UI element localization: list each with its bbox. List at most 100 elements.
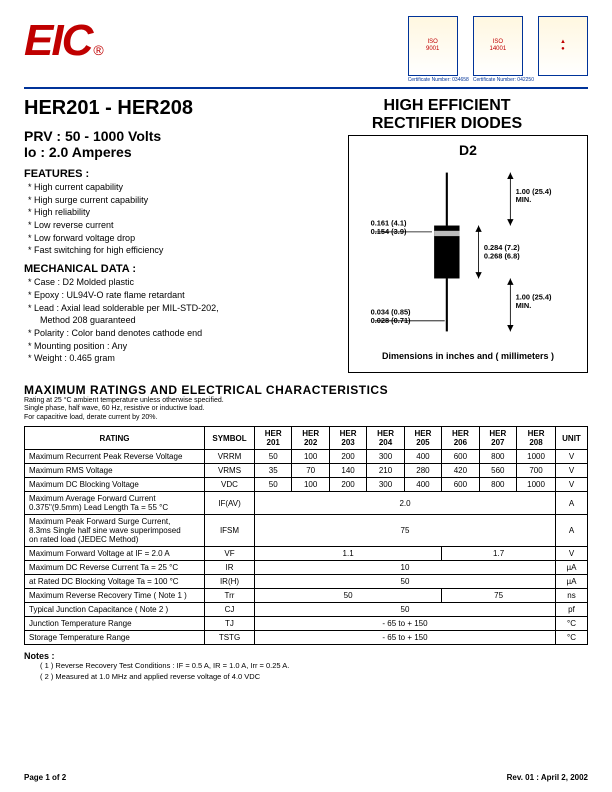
table-row: at Rated DC Blocking Voltage Ta = 100 °C… <box>25 575 588 589</box>
badge-text: ISO 14001 <box>490 39 507 52</box>
cell-value-span: 10 <box>255 561 556 575</box>
footnote-line: ( 2 ) Measured at 1.0 MHz and applied re… <box>24 672 588 683</box>
max-ratings-notes: Rating at 25 °C ambient temperature unle… <box>24 397 588 422</box>
cell-value-split: 1.7 <box>442 547 556 561</box>
cell-value: 100 <box>292 478 329 492</box>
feature-item: High surge current capability <box>28 195 306 207</box>
features-label: FEATURES : <box>24 168 306 180</box>
cell-value: 800 <box>479 450 516 464</box>
table-row: Junction Temperature RangeTJ- 65 to + 15… <box>25 617 588 631</box>
col-part: HER 207 <box>479 427 516 450</box>
cell-value: 100 <box>292 450 329 464</box>
cell-value: 200 <box>329 478 366 492</box>
cell-symbol: IR(H) <box>205 575 255 589</box>
cell-symbol: Trr <box>205 589 255 603</box>
cell-symbol: VRMS <box>205 464 255 478</box>
cell-value: 800 <box>479 478 516 492</box>
cell-value: 200 <box>329 450 366 464</box>
diode-outline-svg: 1.00 (25.4)MIN. 0.284 (7.2)0.268 (6.8) 1… <box>355 162 581 342</box>
cert-badge: ▲ ● <box>538 16 588 83</box>
badge-text: ISO 9001 <box>426 39 439 52</box>
cell-symbol: IFSM <box>205 515 255 547</box>
feature-item: Low reverse current <box>28 220 306 232</box>
badge-caption: Certificate Number: 042250 <box>473 77 534 83</box>
feature-item: Fast switching for high efficiency <box>28 245 306 257</box>
dim-body-dia: 0.161 (4.1)0.154 (3.9) <box>371 219 407 236</box>
cert-badge: ISO 14001 Certificate Number: 042250 <box>473 16 534 83</box>
page-number: Page 1 of 2 <box>24 773 66 782</box>
cell-symbol: IR <box>205 561 255 575</box>
cell-value: 420 <box>442 464 479 478</box>
col-unit: UNIT <box>556 427 588 450</box>
cell-value: 400 <box>404 450 441 464</box>
badge-box: ISO 9001 <box>408 16 458 76</box>
cell-rating: Maximum Reverse Recovery Time ( Note 1 ) <box>25 589 205 603</box>
diagram-caption: Dimensions in inches and ( millimeters ) <box>355 351 581 361</box>
cell-value: 50 <box>255 478 292 492</box>
cell-unit: µA <box>556 561 588 575</box>
table-row: Typical Junction Capacitance ( Note 2 )C… <box>25 603 588 617</box>
title-right: HIGH EFFICIENT RECTIFIER DIODES D2 1.00 … <box>306 97 588 373</box>
dim-lead-bot: 1.00 (25.4)MIN. <box>516 293 552 310</box>
cell-unit: µA <box>556 575 588 589</box>
table-row: Maximum DC Reverse Current Ta = 25 °CIR1… <box>25 561 588 575</box>
package-diagram: D2 1.00 (25.4)MIN. 0.284 (7.2)0.2 <box>348 135 588 373</box>
col-part: HER 202 <box>292 427 329 450</box>
cell-rating: Typical Junction Capacitance ( Note 2 ) <box>25 603 205 617</box>
col-symbol: SYMBOL <box>205 427 255 450</box>
logo-text: EIC <box>24 16 91 66</box>
feature-item: High reliability <box>28 207 306 219</box>
prv-spec: PRV : 50 - 1000 Volts <box>24 128 306 144</box>
cell-unit: A <box>556 492 588 515</box>
table-row: Maximum Average Forward Current 0.375"(9… <box>25 492 588 515</box>
cell-unit: °C <box>556 617 588 631</box>
cell-rating: Maximum Recurrent Peak Reverse Voltage <box>25 450 205 464</box>
diagram-title: D2 <box>355 142 581 158</box>
cell-rating: Maximum Peak Forward Surge Current, 8.3m… <box>25 515 205 547</box>
footnote-line: ( 1 ) Reverse Recovery Test Conditions :… <box>24 661 588 672</box>
mechanical-item: Case : D2 Molded plastic <box>28 277 306 289</box>
revision-date: Rev. 01 : April 2, 2002 <box>507 773 588 782</box>
io-spec: Io : 2.0 Amperes <box>24 144 306 160</box>
cell-unit: A <box>556 515 588 547</box>
table-row: Maximum RMS VoltageVRMS35701402102804205… <box>25 464 588 478</box>
cell-unit: pf <box>556 603 588 617</box>
badge-box: ISO 14001 <box>473 16 523 76</box>
cell-value-span: 75 <box>255 515 556 547</box>
cell-rating: Maximum Average Forward Current 0.375"(9… <box>25 492 205 515</box>
max-note-line: For capacitive load, derate current by 2… <box>24 414 588 422</box>
cell-value-split: 50 <box>255 589 442 603</box>
cell-value: 700 <box>517 464 556 478</box>
table-row: Maximum Reverse Recovery Time ( Note 1 )… <box>25 589 588 603</box>
cell-value: 600 <box>442 450 479 464</box>
cell-unit: V <box>556 450 588 464</box>
cell-value: 600 <box>442 478 479 492</box>
cell-symbol: CJ <box>205 603 255 617</box>
cell-value: 50 <box>255 450 292 464</box>
mechanical-item: Weight : 0.465 gram <box>28 353 306 365</box>
col-part: HER 205 <box>404 427 441 450</box>
cell-value: 70 <box>292 464 329 478</box>
cell-value: 280 <box>404 464 441 478</box>
badge-text: ▲ ● <box>560 39 566 52</box>
cell-unit: V <box>556 464 588 478</box>
max-note-line: Rating at 25 °C ambient temperature unle… <box>24 397 588 405</box>
col-part: HER 208 <box>517 427 556 450</box>
table-row: Maximum Recurrent Peak Reverse VoltageVR… <box>25 450 588 464</box>
table-row: Maximum DC Blocking VoltageVDC5010020030… <box>25 478 588 492</box>
cell-unit: V <box>556 478 588 492</box>
footer: Page 1 of 2 Rev. 01 : April 2, 2002 <box>24 773 588 782</box>
mechanical-item: Lead : Axial lead solderable per MIL-STD… <box>28 303 306 315</box>
cell-value: 1000 <box>517 450 556 464</box>
cell-value-span: - 65 to + 150 <box>255 631 556 645</box>
cell-value: 560 <box>479 464 516 478</box>
cell-rating: Junction Temperature Range <box>25 617 205 631</box>
cell-symbol: VRRM <box>205 450 255 464</box>
part-range: HER201 - HER208 <box>24 97 306 120</box>
table-row: Maximum Forward Voltage at IF = 2.0 AVF1… <box>25 547 588 561</box>
cell-symbol: VF <box>205 547 255 561</box>
cell-unit: V <box>556 547 588 561</box>
cell-value-span: 50 <box>255 575 556 589</box>
dim-body-len: 0.284 (7.2)0.268 (6.8) <box>484 243 520 260</box>
table-row: Maximum Peak Forward Surge Current, 8.3m… <box>25 515 588 547</box>
